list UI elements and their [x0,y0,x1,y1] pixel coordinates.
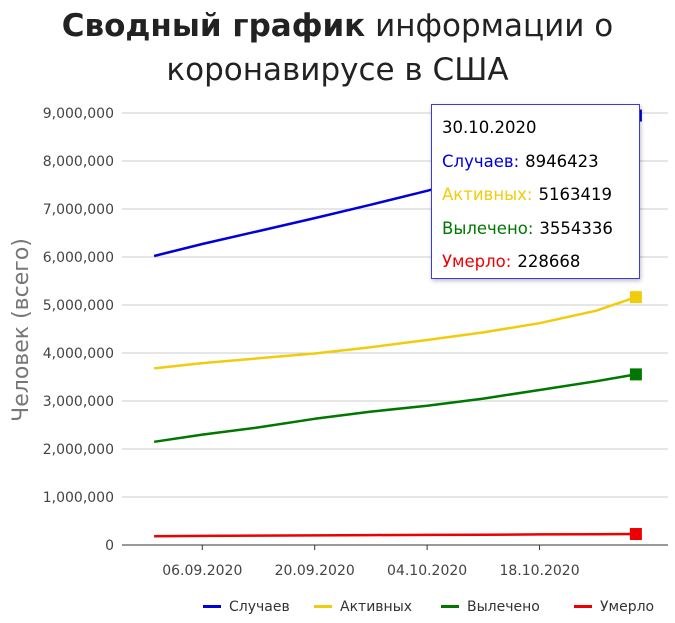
chart-title-line-1: Сводный график информации о [0,4,675,48]
tooltip-label-active: Активных: [442,185,533,204]
legend-swatch-deaths [574,604,592,608]
y-tick-label: 3,000,000 [43,394,114,410]
tooltip-label-deaths: Умерло: [442,252,512,271]
y-tick-label: 4,000,000 [43,346,114,362]
tooltip-date: 30.10.2020 [442,118,537,137]
series-line-2 [153,373,637,444]
chart-title: Сводный график информации о коронавирусе… [0,4,675,92]
y-axis-label: Человек (всего) [9,238,34,422]
legend-item-deaths[interactable]: Умерло [574,597,654,617]
chart-title-rest: информации о [365,8,614,44]
tooltip-label-recovered: Вылечено: [442,218,534,238]
tooltip-value-deaths: 228668 [517,252,581,271]
x-tick-label: 04.10.2020 [387,563,467,579]
x-tick-label: 18.10.2020 [499,563,579,579]
legend-item-cases[interactable]: Случаев [203,597,290,617]
y-tick-label: 6,000,000 [43,250,114,266]
legend-swatch-recovered [441,604,459,608]
tooltip-row-recovered: Вылечено: 3554336 [442,218,629,252]
legend-swatch-cases [203,604,221,608]
y-tick-label: 7,000,000 [43,202,114,218]
legend-swatch-active [314,604,332,608]
y-tick-label: 2,000,000 [43,442,114,458]
y-tick-label: 8,000,000 [43,154,114,170]
chart-title-bold: Сводный график [61,8,366,44]
tooltip-row-cases: Случаев: 8946423 [442,151,629,185]
series-line-1 [153,296,637,370]
y-tick-label: 5,000,000 [43,298,114,314]
legend-item-active[interactable]: Активных [314,597,412,617]
tooltip-value-active: 5163419 [538,185,612,204]
series-line-3 [154,532,636,538]
tooltip-value-cases: 8946423 [525,151,599,171]
series-end-marker-2 [629,368,642,381]
series-end-marker-3 [629,528,642,541]
y-tick-label: 1,000,000 [43,490,114,506]
legend-label-active: Активных [340,599,413,615]
chart-title-line-2: коронавирусе в США [166,52,509,88]
tooltip-row-active: Активных: 5163419 [442,184,629,218]
x-tick-label: 06.09.2020 [162,563,242,579]
y-tick-label: 9,000,000 [43,106,114,122]
legend-item-recovered[interactable]: Вылечено [441,597,540,617]
tooltip-row-deaths: Умерло: 228668 [442,251,629,285]
legend-label-deaths: Умерло [600,599,655,615]
legend-label-cases: Случаев [229,599,290,615]
tooltip-value-recovered: 3554336 [539,218,613,238]
legend-label-recovered: Вылечено [467,599,540,615]
series-end-marker-1 [629,291,642,304]
hover-tooltip: 30.10.2020 Случаев: 8946423 Активных: 5163… [431,104,640,279]
x-tick-label: 20.09.2020 [275,563,355,579]
tooltip-label-cases: Случаев: [442,151,520,171]
y-tick-label: 0 [105,538,114,554]
